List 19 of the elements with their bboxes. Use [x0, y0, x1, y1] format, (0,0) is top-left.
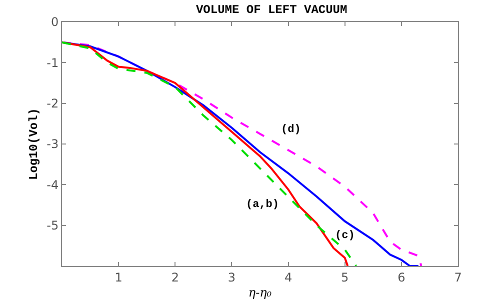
- annotation: (a,b): [246, 199, 280, 211]
- y-tick-label: -2: [46, 96, 59, 111]
- x-axis-title: η-η₀: [248, 285, 272, 300]
- x-tick-label: 5: [341, 270, 349, 284]
- y-tick-label: -3: [46, 137, 59, 152]
- y-tick-label: -5: [46, 218, 59, 233]
- x-tick-label: 1: [114, 270, 122, 284]
- y-axis-title: Log10(Vol): [26, 108, 41, 180]
- x-tick-label: 4: [284, 270, 292, 284]
- y-tick-label: 0: [50, 15, 59, 30]
- x-tick-label: 7: [454, 270, 462, 284]
- annotation: (c): [335, 230, 355, 242]
- annotation: (d): [281, 124, 301, 136]
- x-tick-label: 3: [228, 270, 236, 284]
- y-tick-label: -1: [46, 56, 59, 70]
- x-tick-label: 2: [171, 270, 179, 284]
- chart-title: VOLUME OF LEFT VACUUM: [196, 2, 348, 17]
- y-tick-label: -4: [46, 178, 59, 192]
- x-tick-label: 6: [398, 270, 406, 284]
